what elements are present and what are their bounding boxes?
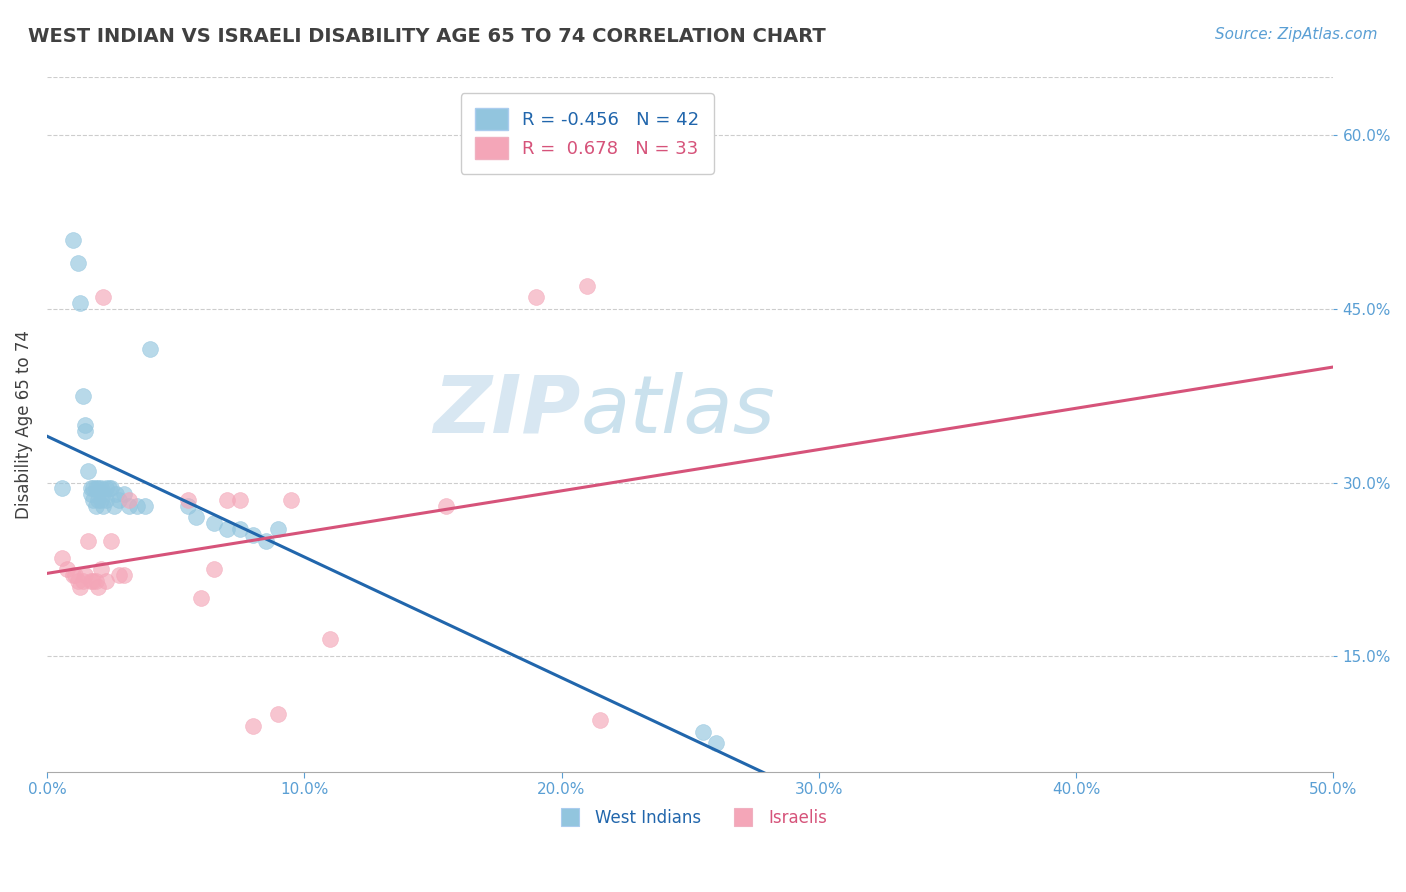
- Point: [87, 580, 110, 594]
- Point: [242, 719, 264, 733]
- Point: [69, 296, 91, 310]
- Y-axis label: Disability Age 65 to 74: Disability Age 65 to 74: [15, 330, 32, 519]
- Text: Source: ZipAtlas.com: Source: ZipAtlas.com: [1215, 27, 1378, 42]
- Point: [112, 487, 135, 501]
- Point: [108, 568, 131, 582]
- Point: [62, 233, 84, 247]
- Point: [704, 736, 727, 750]
- Point: [69, 580, 91, 594]
- Text: atlas: atlas: [581, 372, 776, 450]
- Point: [93, 499, 115, 513]
- Point: [84, 499, 107, 513]
- Point: [94, 493, 117, 508]
- Point: [93, 487, 115, 501]
- Point: [125, 499, 148, 513]
- Text: WEST INDIAN VS ISRAELI DISABILITY AGE 65 TO 74 CORRELATION CHART: WEST INDIAN VS ISRAELI DISABILITY AGE 65…: [28, 27, 825, 45]
- Point: [87, 482, 110, 496]
- Point: [51, 550, 73, 565]
- Point: [79, 482, 101, 496]
- Point: [84, 574, 107, 588]
- Point: [87, 493, 110, 508]
- Point: [184, 510, 207, 524]
- Point: [82, 574, 104, 588]
- Point: [51, 482, 73, 496]
- Point: [319, 632, 342, 646]
- Point: [267, 522, 290, 536]
- Point: [66, 255, 89, 269]
- Point: [90, 482, 112, 496]
- Point: [589, 713, 612, 727]
- Point: [254, 533, 277, 548]
- Point: [56, 562, 79, 576]
- Point: [82, 482, 104, 496]
- Point: [190, 591, 212, 606]
- Point: [434, 499, 457, 513]
- Point: [280, 493, 302, 508]
- Point: [103, 499, 125, 513]
- Point: [93, 290, 115, 304]
- Point: [84, 482, 107, 496]
- Point: [202, 562, 225, 576]
- Point: [72, 574, 94, 588]
- Point: [692, 724, 714, 739]
- Point: [63, 568, 86, 582]
- Point: [118, 493, 141, 508]
- Point: [215, 522, 238, 536]
- Point: [97, 482, 120, 496]
- Point: [524, 290, 547, 304]
- Point: [229, 493, 252, 508]
- Point: [177, 499, 200, 513]
- Legend: West Indians, Israelis: West Indians, Israelis: [547, 802, 834, 833]
- Point: [576, 278, 599, 293]
- Point: [79, 487, 101, 501]
- Point: [202, 516, 225, 530]
- Point: [77, 533, 100, 548]
- Point: [134, 499, 156, 513]
- Point: [90, 562, 112, 576]
- Point: [112, 568, 135, 582]
- Point: [215, 493, 238, 508]
- Point: [82, 493, 104, 508]
- Point: [66, 574, 89, 588]
- Point: [94, 482, 117, 496]
- Point: [90, 493, 112, 508]
- Point: [94, 574, 117, 588]
- Point: [77, 464, 100, 478]
- Point: [100, 533, 122, 548]
- Point: [118, 499, 141, 513]
- Point: [79, 574, 101, 588]
- Text: ZIP: ZIP: [433, 372, 581, 450]
- Point: [100, 482, 122, 496]
- Point: [75, 417, 97, 432]
- Point: [75, 568, 97, 582]
- Point: [62, 568, 84, 582]
- Point: [108, 493, 131, 508]
- Point: [105, 487, 128, 501]
- Point: [267, 707, 290, 722]
- Point: [229, 522, 252, 536]
- Point: [139, 343, 162, 357]
- Point: [75, 424, 97, 438]
- Point: [177, 493, 200, 508]
- Point: [72, 389, 94, 403]
- Point: [242, 527, 264, 541]
